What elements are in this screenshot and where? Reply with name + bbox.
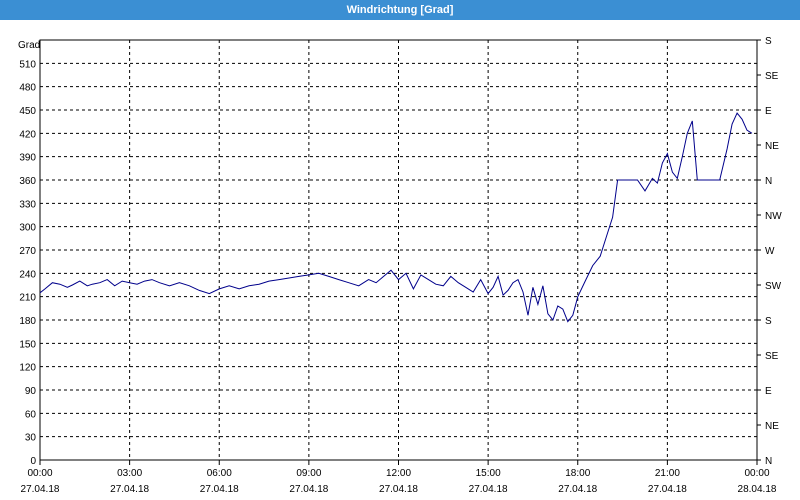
x-tick-date: 27.04.18 xyxy=(200,484,239,495)
x-tick-time: 00:00 xyxy=(744,468,769,479)
y-tick-label: 300 xyxy=(19,223,36,234)
right-axis-label: NE xyxy=(765,421,779,432)
x-tick-time: 18:00 xyxy=(565,468,590,479)
x-tick-time: 03:00 xyxy=(117,468,142,479)
y-tick-label: 480 xyxy=(19,83,36,94)
y-tick-label: 330 xyxy=(19,199,36,210)
right-axis-label: N xyxy=(765,456,772,467)
y-tick-label: 450 xyxy=(19,106,36,117)
y-tick-label: 0 xyxy=(30,456,36,467)
right-axis-label: W xyxy=(765,246,775,257)
y-tick-label: 210 xyxy=(19,293,36,304)
series-layer xyxy=(39,112,753,323)
x-tick-time: 12:00 xyxy=(386,468,411,479)
x-tick-date: 27.04.18 xyxy=(289,484,328,495)
y-tick-label: 390 xyxy=(19,153,36,164)
y-tick-label: 120 xyxy=(19,363,36,374)
x-tick-time: 21:00 xyxy=(655,468,680,479)
series-line xyxy=(39,112,753,323)
right-axis-label: NW xyxy=(765,211,782,222)
y-tick-label: 60 xyxy=(25,409,37,420)
right-axis-label: SE xyxy=(765,351,779,362)
y-axis-label: Grad xyxy=(18,40,40,51)
window-title: Windrichtung [Grad] xyxy=(0,0,800,20)
y-tick-label: 240 xyxy=(19,269,36,280)
x-tick-date: 27.04.18 xyxy=(110,484,149,495)
right-axis-label: S xyxy=(765,36,772,47)
x-tick-time: 15:00 xyxy=(476,468,501,479)
wind-direction-chart: 0 30 60 90 120 150 180 210 240 270 300 330 360 390 420… xyxy=(18,36,782,495)
right-axis-label: E xyxy=(765,106,772,117)
x-tick-date: 27.04.18 xyxy=(21,484,60,495)
x-tick-date: 27.04.18 xyxy=(379,484,418,495)
y-tick-label: 180 xyxy=(19,316,36,327)
y-tick-label: 360 xyxy=(19,176,36,187)
x-axis-ticks: 00:00 27.04.18 03:00 27.04.18 06:00 27.04.18 0… xyxy=(21,460,777,495)
y-tick-label: 510 xyxy=(19,59,36,70)
y-axis-ticks: 0 30 60 90 120 150 180 210 240 270 300 330 360 390 420… xyxy=(19,59,36,467)
y-tick-label: 150 xyxy=(19,339,36,350)
x-tick-date: 27.04.18 xyxy=(648,484,687,495)
x-tick-date: 27.04.18 xyxy=(558,484,597,495)
y-tick-label: 30 xyxy=(25,433,37,444)
grid-lines xyxy=(40,40,757,460)
right-axis-label: E xyxy=(765,386,772,397)
y-tick-label: 90 xyxy=(25,386,37,397)
x-tick-date: 28.04.18 xyxy=(738,484,777,495)
right-axis-label: SW xyxy=(765,281,782,292)
right-axis-label: S xyxy=(765,316,772,327)
x-tick-time: 06:00 xyxy=(207,468,232,479)
right-axis-label: NE xyxy=(765,141,779,152)
right-axis-label: SE xyxy=(765,71,779,82)
x-tick-date: 27.04.18 xyxy=(469,484,508,495)
y-tick-label: 420 xyxy=(19,129,36,140)
y-tick-label: 270 xyxy=(19,246,36,257)
right-axis-ticks: N NE E SE S SW W NW N NE E SE S xyxy=(757,36,782,467)
right-axis-label: N xyxy=(765,176,772,187)
x-tick-time: 00:00 xyxy=(27,468,52,479)
x-tick-time: 09:00 xyxy=(296,468,321,479)
